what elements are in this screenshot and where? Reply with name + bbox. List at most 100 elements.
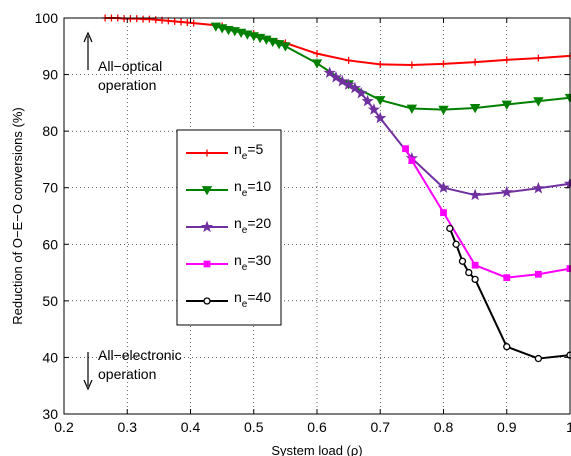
legend-entry-2: ne=20 bbox=[186, 215, 271, 236]
data-point bbox=[440, 60, 447, 68]
data-point bbox=[171, 17, 179, 25]
legend-label-sub: e bbox=[242, 299, 248, 310]
legend-label-rest: =30 bbox=[247, 252, 271, 268]
down-arrow-head-icon bbox=[83, 379, 93, 391]
up-arrow-head-icon bbox=[83, 31, 93, 43]
legend-entry-3: ne=30 bbox=[186, 252, 271, 273]
x-tick-label: 0.2 bbox=[54, 419, 74, 435]
legend-label-base: n bbox=[234, 141, 242, 157]
legend-label-rest: =40 bbox=[247, 289, 271, 305]
legend-label-sub: e bbox=[242, 188, 248, 199]
grid-lines bbox=[64, 18, 570, 414]
data-point bbox=[374, 111, 387, 124]
data-point bbox=[503, 56, 511, 64]
legend-marker bbox=[203, 297, 211, 305]
data-point bbox=[329, 71, 343, 83]
legend-marker bbox=[200, 220, 214, 233]
data-point bbox=[469, 188, 482, 201]
data-point bbox=[367, 103, 380, 115]
legend-entry-1: ne=10 bbox=[186, 178, 271, 199]
data-point bbox=[408, 61, 416, 69]
data-point bbox=[503, 343, 511, 351]
data-point bbox=[177, 18, 185, 26]
legend-label-base: n bbox=[234, 178, 242, 194]
data-point bbox=[183, 19, 191, 27]
y-tick-label: 90 bbox=[42, 67, 58, 83]
plot-background bbox=[64, 18, 570, 414]
data-point bbox=[375, 96, 386, 106]
series-4 bbox=[446, 224, 571, 363]
data-point bbox=[376, 60, 384, 68]
data-point bbox=[402, 145, 409, 153]
data-point bbox=[532, 181, 545, 194]
data-point bbox=[133, 15, 141, 23]
legend-label: ne=10 bbox=[234, 178, 271, 199]
x-axis-label: System load (ρ) bbox=[271, 443, 362, 456]
data-point bbox=[355, 86, 368, 99]
legend-label: ne=5 bbox=[234, 141, 264, 162]
y-tick-label: 40 bbox=[42, 349, 58, 365]
legend-label-rest: =5 bbox=[247, 141, 263, 157]
data-point bbox=[501, 100, 512, 110]
data-point bbox=[348, 81, 361, 94]
data-point bbox=[145, 15, 153, 23]
legend-label-rest: =10 bbox=[247, 178, 271, 194]
data-point bbox=[438, 105, 449, 115]
data-point bbox=[139, 15, 147, 23]
data-point bbox=[471, 275, 479, 284]
annotation-bottom-line1: All−electronic bbox=[98, 347, 182, 363]
annotation-top-line2: operation bbox=[98, 77, 156, 93]
data-point bbox=[471, 58, 479, 66]
data-point bbox=[533, 97, 544, 107]
data-point bbox=[534, 354, 543, 363]
data-point bbox=[437, 181, 450, 193]
data-point bbox=[345, 56, 353, 64]
data-point bbox=[126, 15, 134, 23]
x-tick-label: 0.6 bbox=[307, 419, 327, 435]
data-point bbox=[120, 15, 128, 23]
y-tick-label: 60 bbox=[42, 236, 58, 252]
y-tick-label: 50 bbox=[42, 293, 58, 309]
data-point bbox=[465, 268, 473, 277]
data-point bbox=[406, 104, 418, 114]
data-point bbox=[534, 54, 542, 62]
data-point bbox=[452, 240, 460, 248]
legend-label-base: n bbox=[234, 252, 242, 268]
legend-entry-4: ne=40 bbox=[186, 289, 271, 310]
legend-marker bbox=[203, 149, 211, 157]
x-tick-label: 0.7 bbox=[371, 419, 391, 435]
data-point bbox=[313, 50, 321, 58]
data-point bbox=[440, 209, 447, 217]
annotation-all-electronic: All−electronic operation bbox=[83, 347, 182, 391]
data-point bbox=[446, 224, 454, 233]
x-tick-label: 0.4 bbox=[181, 419, 201, 435]
data-point bbox=[471, 261, 479, 269]
data-point bbox=[323, 66, 336, 79]
x-tick-label: 1 bbox=[566, 419, 571, 435]
data-point bbox=[336, 74, 349, 87]
data-point bbox=[469, 104, 481, 114]
legend-entry-0: ne=5 bbox=[186, 141, 264, 162]
annotation-top-line1: All−optical bbox=[98, 58, 162, 74]
legend-label-sub: e bbox=[242, 225, 248, 236]
data-point bbox=[408, 157, 416, 164]
legend-label-sub: e bbox=[242, 151, 248, 162]
data-point bbox=[190, 19, 198, 27]
legend-marker bbox=[203, 260, 211, 268]
x-tick-label: 0.8 bbox=[434, 419, 454, 435]
y-tick-label: 30 bbox=[42, 406, 58, 422]
y-axis-label: Reduction of O−E−O conversions (%) bbox=[10, 107, 25, 325]
x-tick-label: 0.3 bbox=[118, 419, 138, 435]
y-tick-label: 70 bbox=[42, 180, 58, 196]
data-point bbox=[534, 270, 542, 278]
data-point bbox=[280, 42, 291, 52]
series-2 bbox=[323, 66, 571, 201]
annotation-all-optical: All−optical operation bbox=[83, 31, 162, 93]
legend-label: ne=40 bbox=[234, 289, 271, 310]
data-point bbox=[361, 94, 374, 107]
legend-marker bbox=[201, 186, 213, 196]
series-1 bbox=[210, 22, 571, 115]
legend-label: ne=30 bbox=[234, 252, 271, 273]
